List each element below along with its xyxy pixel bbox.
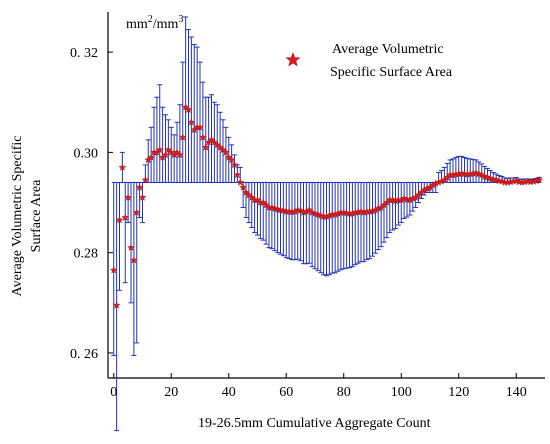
data-points: [109, 103, 544, 309]
data-point: [221, 148, 230, 156]
data-point: [230, 160, 239, 169]
data-point: [129, 256, 138, 264]
ticks: 0 20 40 60 80 100 120 140 0. 26 0.28 0.30 0. 32: [70, 46, 527, 400]
unit-label: mm2/mm3: [126, 14, 183, 32]
y-tick-label-3: 0. 32: [70, 46, 98, 61]
data-point: [175, 150, 184, 159]
y-axis-title-line2: Surface Area: [29, 179, 44, 252]
data-point: [178, 133, 187, 141]
data-point: [112, 301, 121, 309]
y-tick-label-0: 0. 26: [70, 347, 98, 362]
legend-label-line1: Average Volumetric: [332, 42, 444, 57]
data-point: [141, 175, 150, 184]
x-tick-label-40: 40: [222, 385, 236, 400]
data-point: [115, 215, 124, 224]
data-point: [127, 243, 135, 252]
data-point: [201, 143, 210, 151]
x-axis-title: 19-26.5mm Cumulative Aggregate Count: [198, 416, 431, 431]
data-point: [109, 266, 118, 274]
x-tick-label-20: 20: [164, 385, 178, 400]
x-tick-label-60: 60: [279, 385, 293, 400]
data-point: [155, 145, 164, 154]
data-point: [233, 170, 242, 179]
data-point: [227, 155, 236, 164]
data-point: [236, 178, 245, 186]
legend-label-line2: Specific Surface Area: [330, 65, 453, 80]
data-point: [135, 183, 144, 191]
x-tick-label-80: 80: [337, 385, 351, 400]
y-axis-title-line1: Average Volumetric Specific: [10, 136, 25, 297]
data-point: [198, 133, 207, 141]
data-point: [132, 208, 141, 216]
x-tick-label-0: 0: [110, 385, 117, 400]
data-point: [184, 105, 193, 114]
x-tick-label-100: 100: [391, 385, 412, 400]
data-point: [124, 193, 133, 201]
legend: Average Volumetric Specific Surface Area: [285, 42, 453, 80]
data-point: [138, 193, 147, 201]
y-axis-title: Average Volumetric Specific Surface Area: [10, 136, 44, 297]
x-tick-label-120: 120: [448, 385, 469, 400]
data-point: [161, 150, 170, 159]
data-point: [239, 183, 248, 191]
x-tick-label-140: 140: [506, 385, 527, 400]
data-point: [118, 163, 127, 171]
y-tick-label-1: 0.28: [74, 247, 99, 262]
axes: [107, 12, 545, 379]
legend-marker-star: [285, 52, 301, 67]
data-point: [535, 175, 544, 184]
y-tick-label-2: 0.30: [74, 146, 99, 161]
data-point: [121, 213, 130, 221]
error-bars: [111, 16, 542, 432]
data-point: [147, 153, 156, 161]
data-point: [187, 118, 196, 126]
data-point: [196, 123, 204, 131]
